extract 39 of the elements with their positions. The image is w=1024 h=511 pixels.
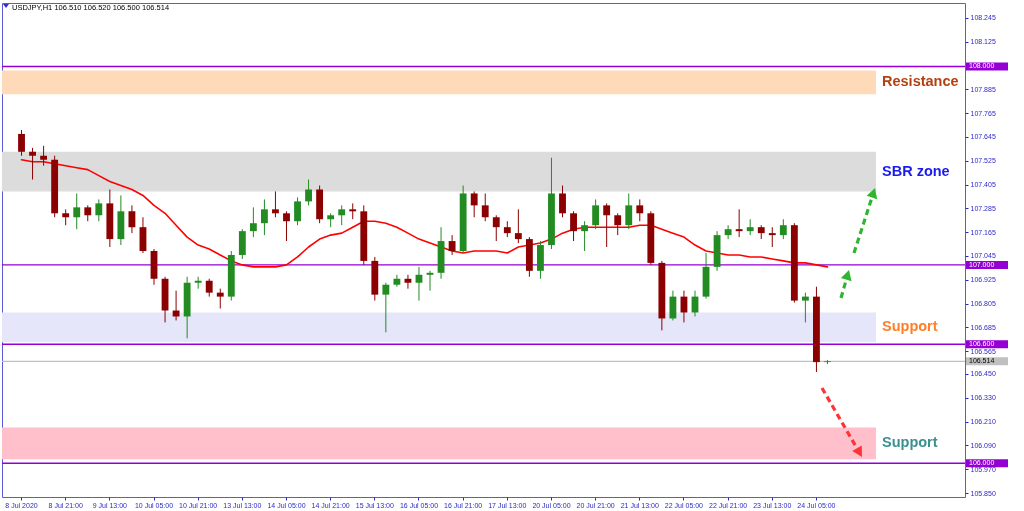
candlestick	[492, 214, 500, 242]
candlestick	[570, 210, 577, 242]
candlestick	[73, 192, 81, 230]
candlestick	[514, 208, 522, 244]
candlestick	[470, 190, 478, 218]
band-label: Support	[882, 434, 938, 451]
candlestick	[260, 198, 268, 236]
candlestick	[18, 129, 25, 157]
candlestick	[614, 212, 622, 236]
candlestick	[338, 204, 346, 226]
candlestick	[779, 218, 787, 240]
band-label: Support	[882, 318, 938, 335]
candlestick	[216, 288, 224, 310]
candlestick	[636, 198, 644, 222]
candlestick	[382, 282, 390, 333]
band-label: SBR zone	[882, 162, 950, 179]
candlestick	[272, 190, 279, 218]
candlestick	[448, 234, 456, 256]
candlestick	[603, 202, 611, 248]
candlestick	[294, 196, 301, 226]
candlestick	[801, 292, 809, 323]
candlestick	[625, 192, 633, 230]
candlestick	[481, 192, 489, 222]
candlestick	[249, 206, 257, 238]
candlestick	[559, 185, 566, 218]
candlestick	[592, 198, 600, 230]
candlestick	[95, 198, 103, 222]
candlestick	[669, 290, 677, 321]
candlestick	[40, 145, 48, 167]
candlestick	[581, 220, 589, 252]
candlestick	[393, 274, 401, 288]
candlestick	[768, 226, 776, 248]
candlestick	[724, 224, 732, 240]
candlestick	[305, 179, 312, 206]
candlestick	[735, 208, 743, 238]
band-label: Resistance	[882, 73, 959, 90]
candlestick	[29, 147, 36, 181]
candlestick	[283, 210, 290, 242]
candlestick	[238, 228, 246, 260]
